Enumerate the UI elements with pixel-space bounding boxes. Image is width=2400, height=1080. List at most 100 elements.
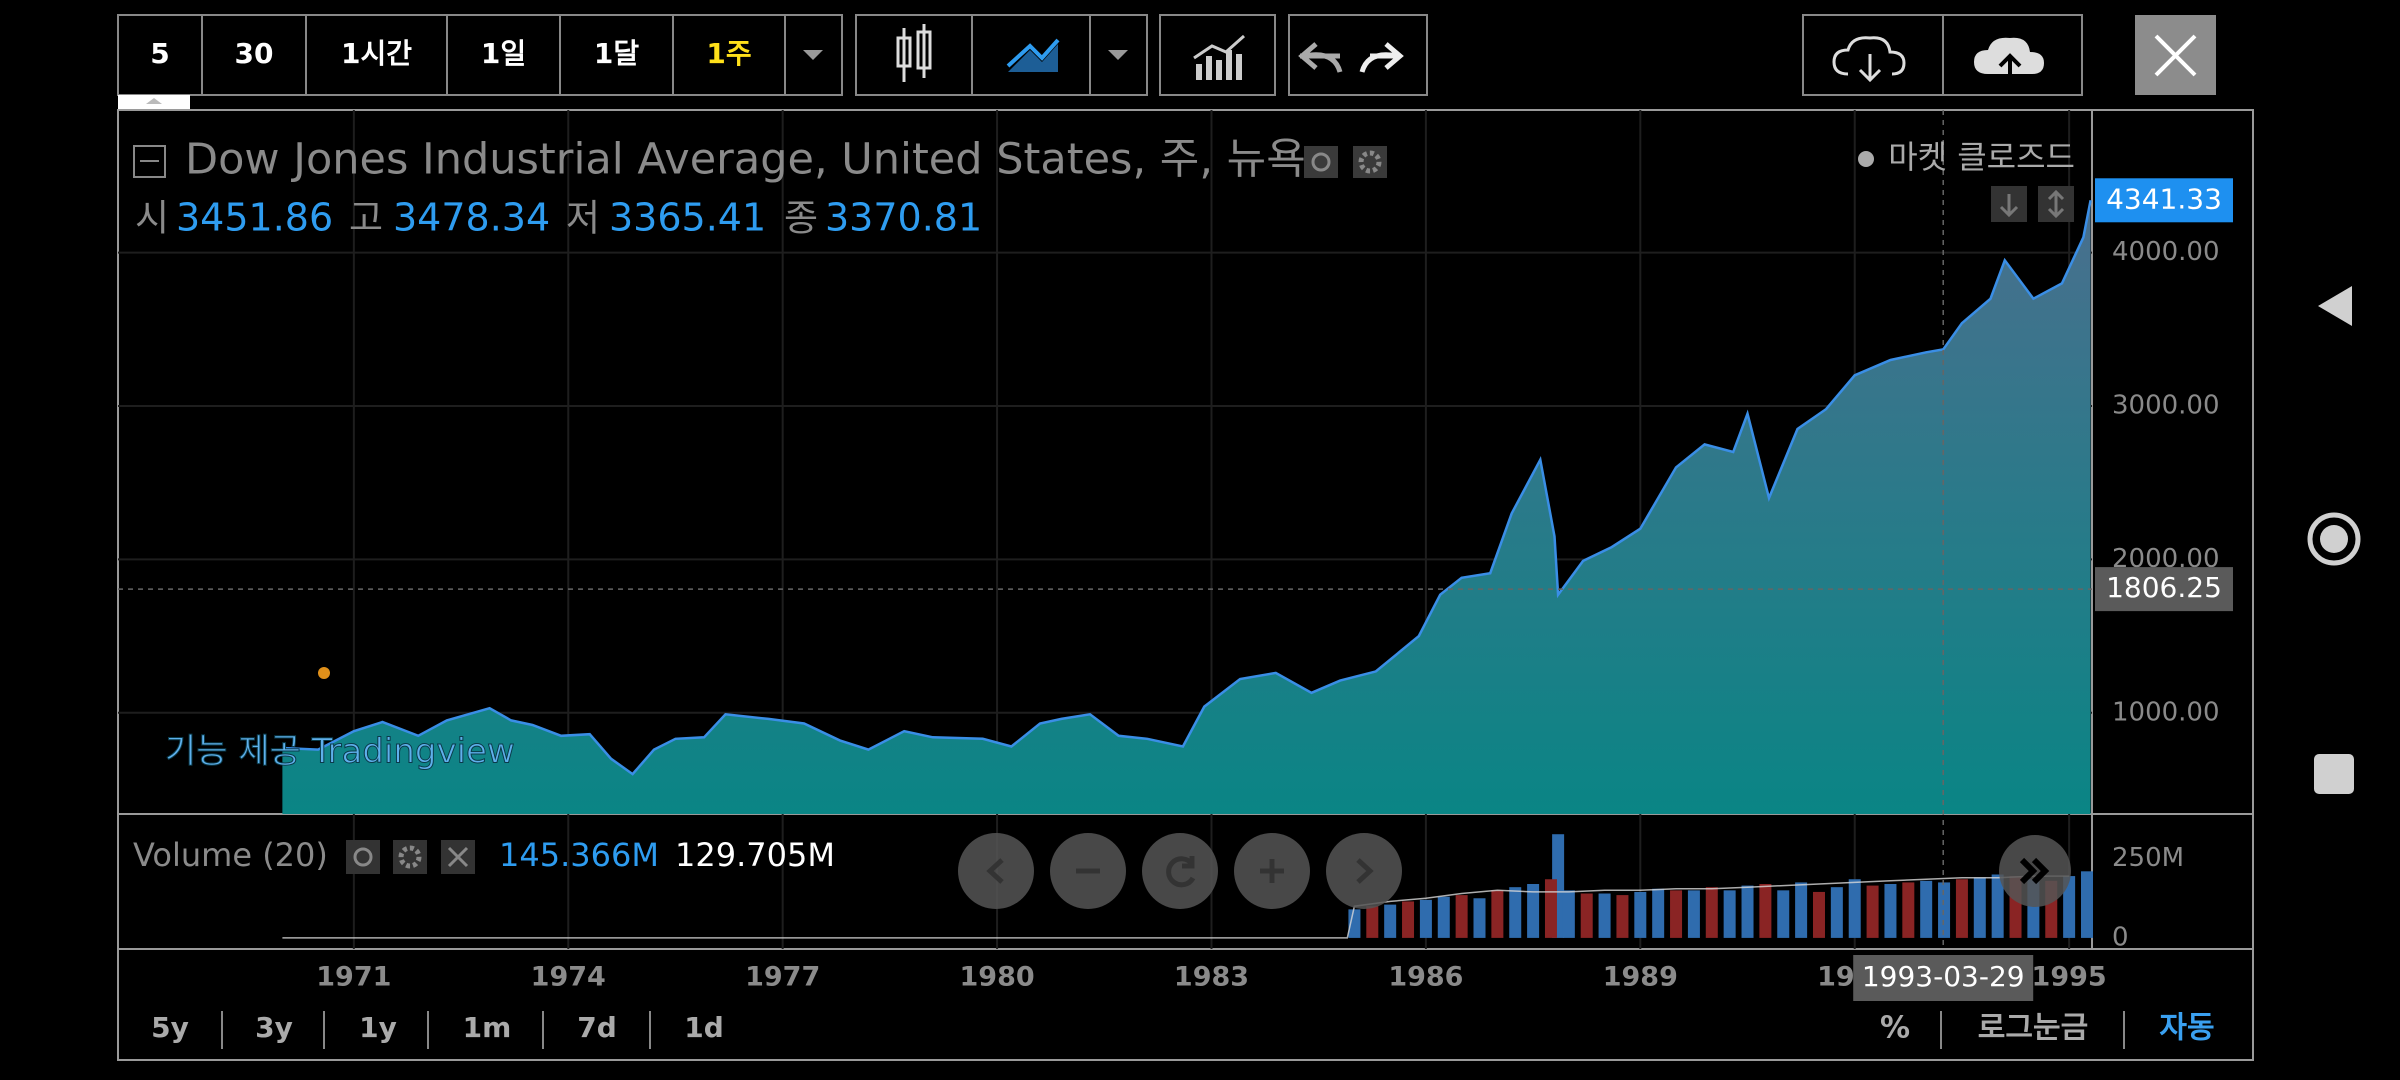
watermark: 기능 제공 Tradingview xyxy=(165,732,515,772)
scale-option[interactable]: % xyxy=(1880,1011,1910,1046)
volume-bar xyxy=(1527,884,1540,938)
range-button[interactable]: 1y xyxy=(359,1011,397,1044)
dropdown-arrow xyxy=(803,50,823,60)
x-tick-label: 1980 xyxy=(960,962,1035,993)
volume-bar xyxy=(1741,885,1754,938)
indicator-button[interactable] xyxy=(1159,14,1276,96)
x-tick-label: 1995 xyxy=(2032,962,2107,993)
scale-option[interactable]: 자동 xyxy=(2159,1011,2214,1046)
volume-bar xyxy=(2063,876,2076,938)
overlay: 1806.25 1993-03-29 4341.33 xyxy=(118,110,2233,1001)
volume-bar xyxy=(1652,888,1665,938)
ohlc-readout: 시 3451.86 고 3478.34 저 3365.41 종 3370.81 xyxy=(135,196,982,240)
volume-tick-label: 250M xyxy=(2112,843,2184,873)
ohlc-value: 3478.34 xyxy=(393,196,550,240)
range-button[interactable]: 1m xyxy=(463,1011,512,1044)
range-button[interactable]: 3y xyxy=(255,1011,293,1044)
volume-bar xyxy=(1616,895,1629,938)
interval-button[interactable] xyxy=(559,14,674,96)
volume-readout: 145.366M xyxy=(499,836,659,874)
volume-tick-label: 0 xyxy=(2112,922,2129,952)
volume-bar xyxy=(1777,890,1790,938)
ohlc-label: 고 xyxy=(349,197,383,240)
volume-bar xyxy=(1920,880,1933,938)
x-tick-label: 1971 xyxy=(316,962,391,993)
volume-bar xyxy=(1795,882,1808,938)
volume-readout: 129.705M xyxy=(675,836,835,874)
interval-button[interactable] xyxy=(117,14,203,96)
home-button[interactable] xyxy=(2307,512,2361,566)
x-tick-label: 1983 xyxy=(1174,962,1249,993)
toolbar-icons xyxy=(855,14,2083,96)
volume-bar xyxy=(1402,901,1415,938)
y-tick-label: 4000.00 xyxy=(2112,237,2220,267)
volume-pane: 250M 0 xyxy=(282,834,2184,952)
crosshair-date-tag xyxy=(1853,955,2034,1001)
footer: 5y 3y 1y 1m 7d 1d% 로그눈금 자동 xyxy=(151,1011,2215,1049)
price-line xyxy=(282,200,2092,776)
plot xyxy=(282,200,2092,814)
download-button[interactable] xyxy=(1802,14,1944,96)
volume-bar xyxy=(1848,879,1861,938)
last-price-tag xyxy=(2095,178,2233,223)
volume-bar xyxy=(1902,882,1915,938)
interval-label: 5 xyxy=(150,37,169,70)
volume-bar xyxy=(1973,877,1986,938)
volume-bar xyxy=(1884,884,1897,938)
scroll-right[interactable] xyxy=(1326,833,1402,909)
ohlc-label: 저 xyxy=(566,197,600,240)
volume-bar xyxy=(1580,893,1593,938)
volume-bar xyxy=(1473,898,1486,938)
volume-bar xyxy=(1437,896,1450,938)
reset[interactable] xyxy=(1142,833,1218,909)
interval-label: 1시간 xyxy=(341,37,412,70)
volume-bar xyxy=(1866,885,1879,938)
volume-bar xyxy=(1705,887,1718,938)
crosshair-price-tag xyxy=(2095,567,2233,612)
scale-option[interactable]: 로그눈금 xyxy=(1978,1011,2088,1046)
volume-bar xyxy=(1812,891,1825,938)
candle-button[interactable] xyxy=(855,14,973,96)
interval-button[interactable] xyxy=(305,14,448,96)
x-tick-label: 1986 xyxy=(1388,962,1463,993)
volume-bar xyxy=(1830,887,1843,938)
volume-readouts: 145.366M 129.705M xyxy=(499,836,835,874)
market-status: 마켓 클로즈드 xyxy=(1888,138,2075,176)
y-tick-label: 3000.00 xyxy=(2112,391,2220,421)
volume-bar xyxy=(1455,895,1468,938)
volume-ma-line xyxy=(282,875,2070,939)
marker-dot xyxy=(318,667,330,679)
volume-bar xyxy=(2080,871,2093,938)
volume-bar xyxy=(1955,879,1968,938)
recents-button[interactable] xyxy=(2314,754,2354,794)
interval-button[interactable] xyxy=(672,14,786,96)
interval-label: 1일 xyxy=(481,37,526,70)
ohlc-label: 시 xyxy=(135,197,169,240)
volume-bar xyxy=(1509,887,1522,938)
crosshair-price: 1806.25 xyxy=(2106,571,2222,604)
interval-label: 1달 xyxy=(594,37,639,70)
toolbar-glyphs xyxy=(896,15,2216,95)
last-price: 4341.33 xyxy=(2106,182,2222,215)
back-button[interactable] xyxy=(2318,286,2352,326)
interval-label: 30 xyxy=(235,37,274,70)
y-tick-label: 1000.00 xyxy=(2112,697,2220,727)
interval-button[interactable] xyxy=(201,14,307,96)
ohlc-label: 종 xyxy=(784,197,818,240)
volume-bar xyxy=(1366,906,1379,938)
volume-bar xyxy=(1723,890,1736,938)
volume-title: Volume (20) xyxy=(133,836,328,874)
volume-bar xyxy=(1991,874,2004,938)
range-button[interactable]: 5y xyxy=(151,1011,189,1044)
ohlc-value: 3451.86 xyxy=(176,196,333,240)
ohlc-value: 3370.81 xyxy=(825,196,982,240)
toolbar: 5 30 1시간 1일 1달 1주 xyxy=(117,14,843,96)
range-button[interactable]: 7d xyxy=(577,1011,617,1044)
volume-bar xyxy=(1419,899,1432,938)
range-button[interactable]: 1d xyxy=(684,1011,724,1044)
scroll-left[interactable] xyxy=(958,833,1034,909)
ohlc-value: 3365.41 xyxy=(609,196,766,240)
crosshair-date: 1993-03-29 xyxy=(1862,960,2025,993)
x-tick-label: 1974 xyxy=(531,962,606,993)
